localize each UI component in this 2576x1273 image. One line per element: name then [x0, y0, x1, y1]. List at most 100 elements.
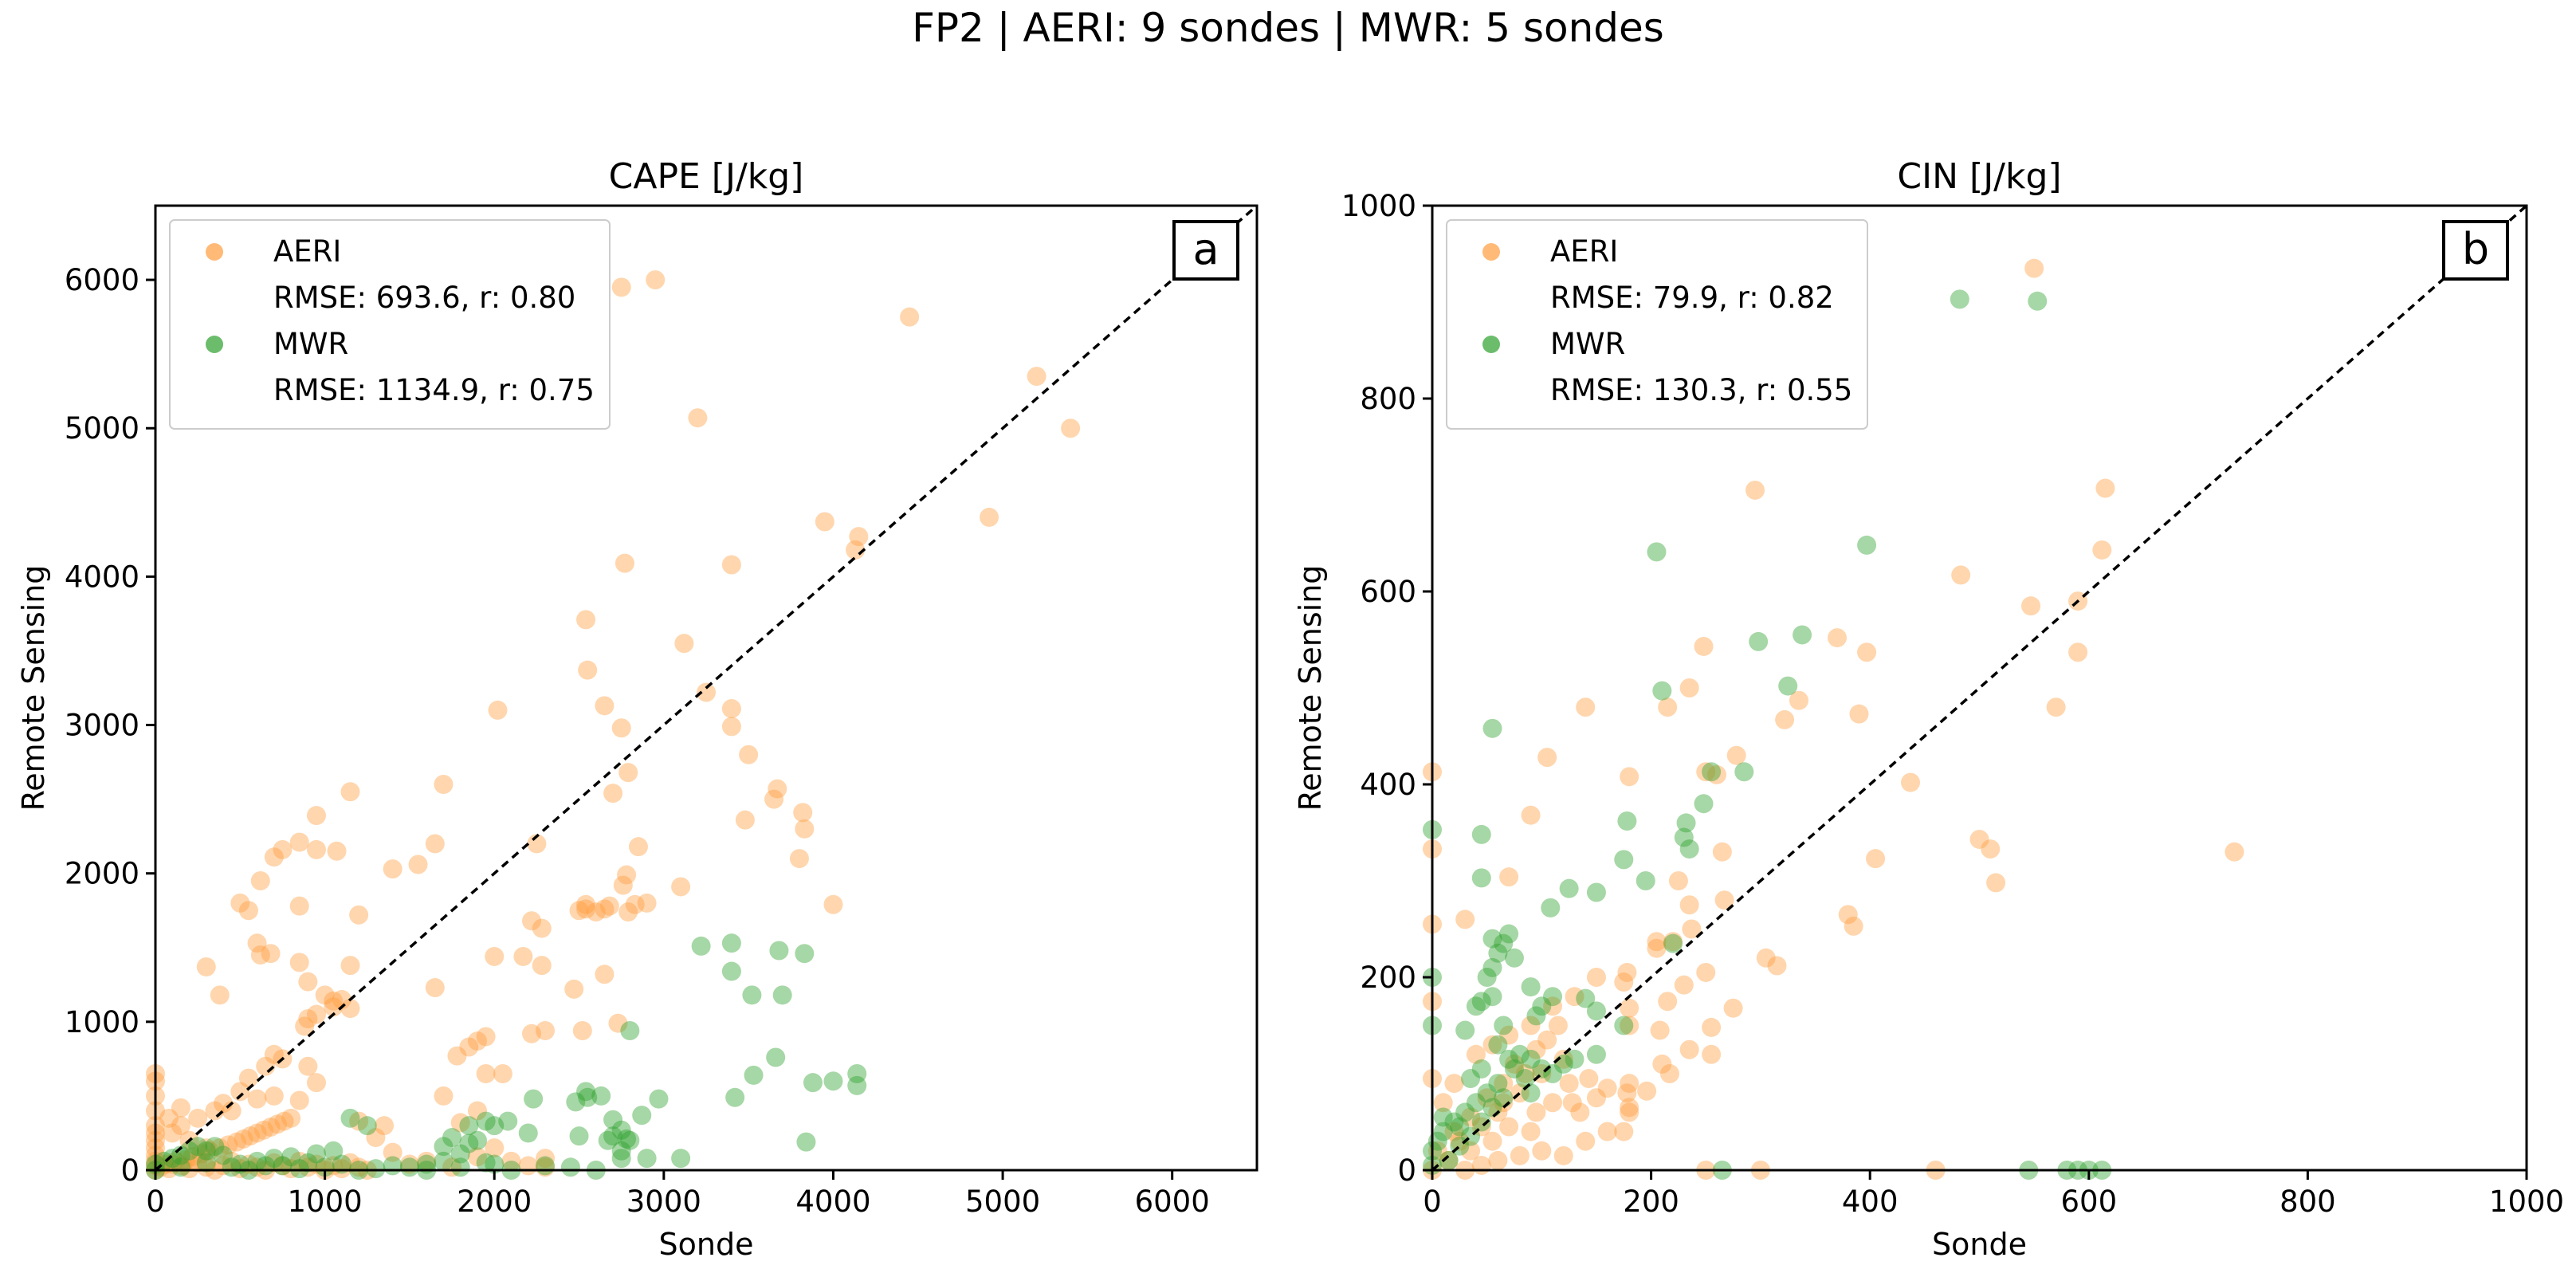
- panel-a-aeri-point: [425, 978, 445, 998]
- panel-b-aeri-point: [1652, 1054, 1672, 1074]
- panel-a-aeri-point: [815, 512, 834, 532]
- panel-b-mwr-point: [1504, 948, 1524, 968]
- panel-a-aeri-point: [289, 832, 309, 852]
- panel-a-aeri-point: [595, 965, 615, 984]
- panel-b-mwr-point: [1778, 676, 1798, 696]
- panel-b-aeri-point: [2095, 478, 2115, 498]
- panel-b-aeri-point: [1620, 1102, 1639, 1122]
- y-tick-label: 0: [1397, 1153, 1416, 1188]
- y-tick-label: 400: [1360, 768, 1416, 802]
- panel-b-aeri-point: [1866, 849, 1886, 869]
- panel-b-aeri-point: [1559, 1074, 1579, 1094]
- panel-a-aeri-point: [980, 507, 999, 527]
- panel-a-aeri-point: [247, 1157, 267, 1177]
- panel-a-mwr-point: [256, 1156, 276, 1176]
- panel-b-aeri-point: [1570, 1102, 1590, 1122]
- panel-b-aeri-point: [1586, 968, 1606, 987]
- panel-a-aeri-point: [230, 1159, 250, 1179]
- panel-a-aeri-point: [298, 1009, 318, 1029]
- panel-b-mwr-point: [1494, 933, 1514, 953]
- panel-a-mwr-point: [847, 1064, 867, 1083]
- panel-a-aeri-point: [238, 901, 258, 921]
- panel-a-mwr-point: [611, 1149, 631, 1169]
- panel-b-aeri-point: [1658, 697, 1678, 717]
- panel-a-aeri-point: [264, 1086, 284, 1106]
- panel-a-mwr-point: [598, 1130, 618, 1150]
- panel-a-aeri-point: [576, 899, 596, 919]
- panel-a-aeri-point: [366, 1128, 386, 1148]
- panel-b-aeri-point: [1444, 1074, 1464, 1094]
- panel-b-mwr-point: [1450, 1117, 1470, 1137]
- panel-a-mwr-point: [772, 985, 792, 1005]
- panel-b-aeri-point: [1658, 992, 1678, 1012]
- panel-a-aeri-point: [281, 1108, 301, 1128]
- y-tick-label: 2000: [65, 857, 139, 891]
- panel-b-mwr-point: [1510, 1044, 1530, 1064]
- panel-a-mwr-point: [847, 1075, 867, 1095]
- panel-b-aeri-point: [1562, 1093, 1582, 1113]
- panel-a-aeri-point: [340, 956, 360, 976]
- panel-a-aeri-point: [222, 1151, 242, 1171]
- panel-a-aeri-point: [298, 1056, 318, 1076]
- panel-a-label-box: a: [1172, 220, 1239, 281]
- panel-b-legend-aeri-label: AERI: [1550, 234, 1618, 269]
- panel-b-ticks: 0 200 400 600 800 1000 0 200 400 600 800 1000: [1341, 189, 2564, 1219]
- panel-a-mwr-point: [171, 1157, 190, 1177]
- panel-b-mwr-point: [1488, 1035, 1508, 1055]
- panel-b-legend-mwr-stats: RMSE: 130.3, r: 0.55: [1550, 373, 1852, 407]
- panel-b-mwr-point: [1461, 1069, 1481, 1089]
- panel-a-aeri-point: [625, 894, 645, 914]
- panel-a-legend-aeri-marker: [206, 243, 223, 261]
- panel-b-mwr-point: [1793, 625, 1812, 645]
- panel-b-frame: [1431, 204, 2528, 1172]
- panel-b-mwr-point: [1488, 1074, 1508, 1094]
- panel-b-label-box: b: [2442, 220, 2509, 281]
- panel-a-mwr-point: [591, 1086, 611, 1106]
- panel-b-mwr-point: [1614, 850, 1634, 870]
- panel-b-aeri-point: [1857, 642, 1877, 662]
- panel-b-aeri-point: [1597, 1079, 1617, 1098]
- panel-a-mwr-point: [769, 941, 789, 961]
- panel-b-mwr-point: [1647, 542, 1667, 562]
- panel-b-mwr-point: [1515, 1069, 1535, 1089]
- panel-b-aeri-point: [1901, 772, 1921, 792]
- panel-a-mwr-point: [795, 944, 815, 964]
- panel-b-mwr-point: [1694, 794, 1714, 814]
- panel-a-aeri-point: [306, 1004, 326, 1024]
- panel-a-aeri-point: [315, 985, 335, 1005]
- panel-b-mwr-point: [1636, 871, 1655, 890]
- panel-a-aeri-point: [289, 953, 309, 972]
- panel-a-aeri-point: [618, 763, 638, 783]
- panel-b-aeri-point: [1756, 948, 1776, 968]
- panel-b-aeri-point: [1553, 1049, 1573, 1069]
- panel-b-mwr-point: [1950, 289, 1969, 309]
- panel-a-mwr-point: [742, 985, 762, 1005]
- panel-a-mwr-point: [578, 1087, 598, 1107]
- panel-a-aeri-point: [171, 1098, 190, 1118]
- panel-b-mwr-point: [1679, 839, 1699, 859]
- panel-b-mwr-point: [1674, 827, 1694, 847]
- panel-a-aeri-point: [485, 1138, 505, 1158]
- panel-b-aeri-point: [1981, 839, 2001, 859]
- panel-a-aeri-point: [595, 696, 615, 716]
- panel-b-aeri-point: [2092, 540, 2112, 560]
- panel-a-aeri-point: [295, 1016, 315, 1036]
- panel-b-legend-mwr-label: MWR: [1550, 327, 1625, 361]
- panel-b-aeri-point: [1614, 972, 1634, 992]
- panel-a-aeri-point: [476, 1064, 496, 1083]
- panel-a-aeri-point: [434, 775, 454, 794]
- panel-a-aeri-point: [210, 985, 230, 1005]
- panel-a-aeri-point: [408, 855, 428, 874]
- panel-a-aeri-point: [697, 682, 716, 702]
- panel-b-aeri-point: [1482, 1131, 1502, 1151]
- panel-a-aeri-point: [176, 1149, 196, 1169]
- panel-b-mwr-point: [1857, 535, 1877, 555]
- y-tick-label: 0: [120, 1153, 139, 1188]
- x-tick-label: 2000: [457, 1185, 532, 1219]
- panel-b-aeri-point: [1679, 678, 1699, 697]
- panel-b-aeri-point: [1679, 1039, 1699, 1059]
- panel-b-aeri-point: [1828, 628, 1848, 648]
- panel-a-aeri-point: [234, 1129, 253, 1149]
- panel-b-mwr-point: [1482, 718, 1502, 738]
- panel-b-aeri-point: [1537, 1030, 1557, 1050]
